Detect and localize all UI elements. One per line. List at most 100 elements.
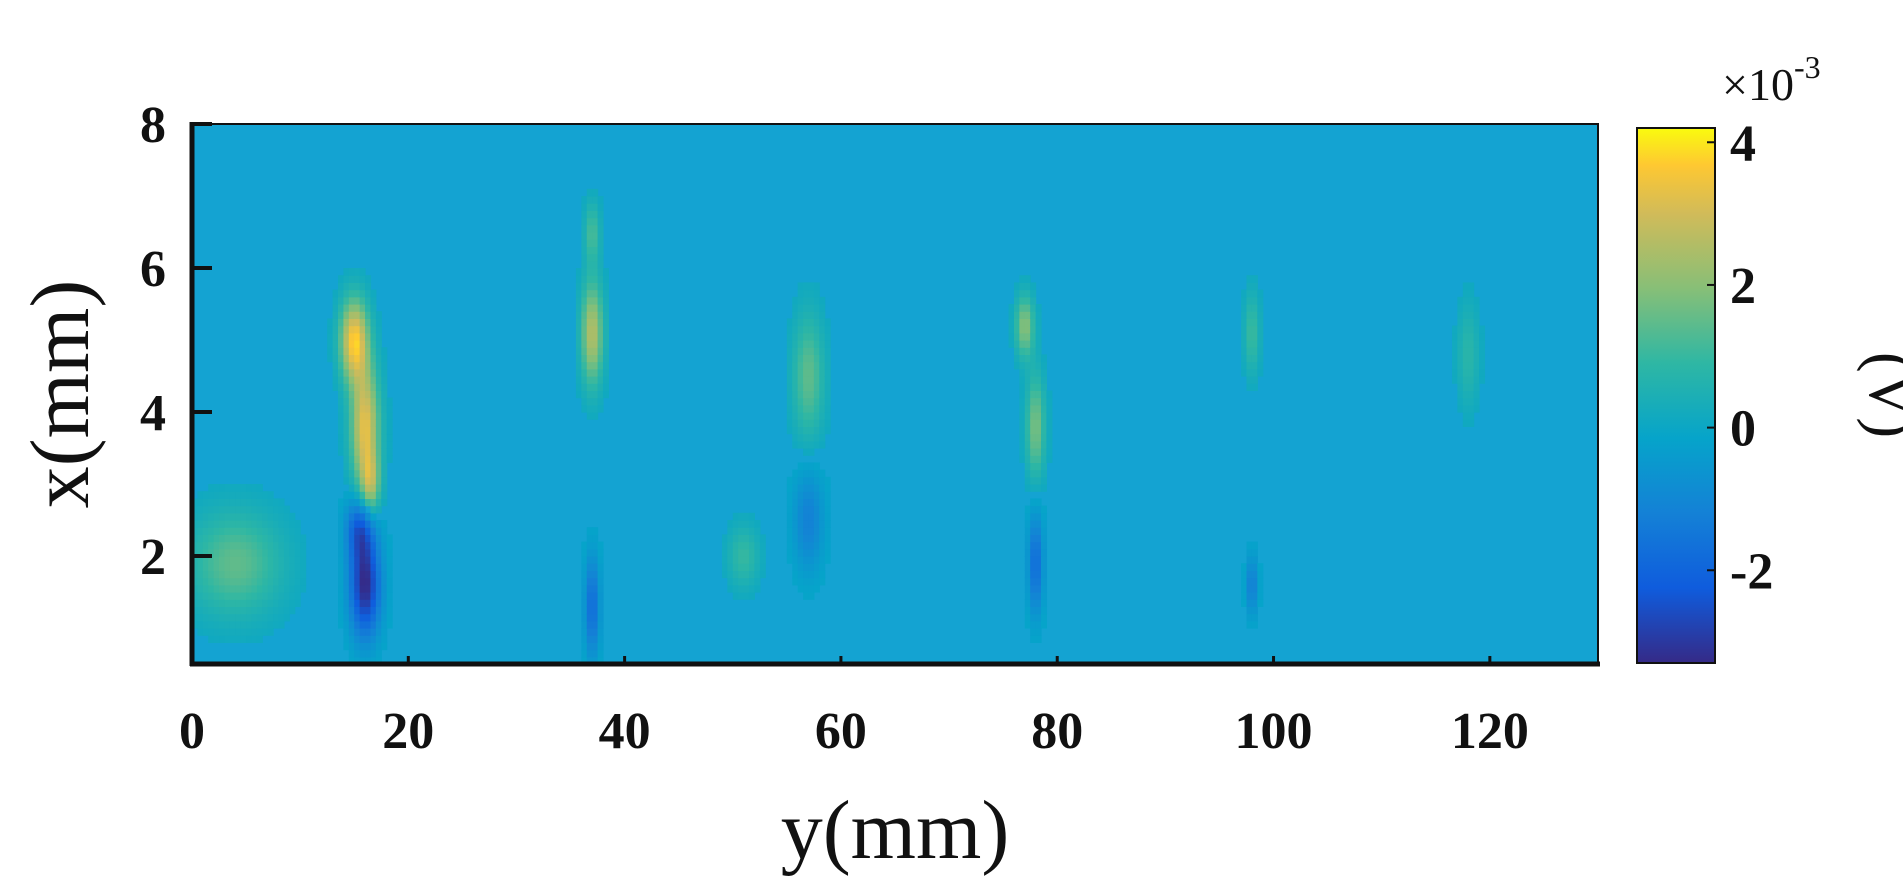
heatmap-cell — [592, 563, 599, 571]
heatmap-cell — [1019, 390, 1026, 399]
heatmap-cell — [1041, 383, 1048, 391]
heatmap-cell — [803, 484, 810, 492]
heatmap-cell — [219, 534, 226, 543]
heatmap-cell — [738, 527, 745, 535]
heatmap-cell — [824, 426, 831, 435]
heatmap-cell — [1479, 325, 1486, 334]
heatmap-cell — [213, 541, 220, 550]
heatmap-cell — [1468, 419, 1475, 427]
heatmap-cell — [743, 584, 750, 593]
heatmap-cell — [343, 412, 350, 420]
heatmap-cell — [1013, 340, 1020, 348]
heatmap-cell — [359, 520, 366, 528]
heatmap-cell — [597, 289, 604, 298]
heatmap-cell — [813, 296, 820, 305]
heatmap-cell — [386, 570, 393, 579]
heatmap-cell — [586, 599, 593, 607]
heatmap-cell — [338, 340, 345, 348]
heatmap-cell — [365, 649, 372, 658]
heatmap-cell — [732, 570, 739, 579]
heatmap-cell — [792, 426, 799, 435]
heatmap-cell — [575, 368, 582, 377]
heatmap-cell — [208, 491, 215, 499]
heatmap-cell — [592, 311, 599, 319]
heatmap-cell — [365, 584, 372, 593]
heatmap-cell — [278, 563, 285, 571]
heatmap-cell — [581, 397, 588, 406]
heatmap-cell — [819, 412, 826, 420]
heatmap-cell — [267, 606, 274, 615]
heatmap-cell — [797, 534, 804, 543]
heatmap-cell — [813, 584, 820, 593]
heatmap-cell — [359, 397, 366, 406]
heatmap-cell — [1473, 296, 1480, 305]
heatmap-cell — [197, 570, 204, 579]
heatmap-cell — [289, 563, 296, 571]
heatmap-cell — [1035, 512, 1042, 521]
heatmap-cell — [229, 563, 236, 571]
heatmap-cell — [1041, 368, 1048, 377]
heatmap-cell — [797, 512, 804, 521]
heatmap-cell — [797, 469, 804, 478]
heatmap-cell — [803, 347, 810, 355]
heatmap-cell — [1013, 325, 1020, 334]
heatmap-cell — [592, 260, 599, 269]
heatmap-cell — [797, 570, 804, 579]
heatmap-cell — [813, 304, 820, 312]
heatmap-cell — [262, 620, 269, 629]
heatmap-cell — [808, 505, 815, 514]
heatmap-cell — [1035, 325, 1042, 334]
heatmap-cell — [1468, 289, 1475, 298]
heatmap-cell — [1257, 296, 1264, 305]
heatmap-cell — [592, 347, 599, 355]
heatmap-cell — [1473, 354, 1480, 363]
heatmap-cell — [813, 462, 820, 471]
heatmap-cell — [256, 548, 263, 557]
heatmap-cell — [289, 599, 296, 607]
heatmap-cell — [808, 563, 815, 571]
heatmap-cell — [229, 484, 236, 492]
heatmap-cell — [240, 498, 247, 507]
heatmap-cell — [375, 548, 382, 557]
heatmap-cell — [359, 577, 366, 586]
heatmap-cell — [602, 282, 609, 291]
heatmap-cell — [808, 584, 815, 593]
heatmap-cell — [343, 304, 350, 312]
heatmap-cell — [240, 520, 247, 528]
heatmap-cell — [343, 469, 350, 478]
heatmap-cell — [202, 628, 209, 636]
heatmap-cell — [1024, 570, 1031, 579]
heatmap-cell — [386, 419, 393, 427]
heatmap-cell — [300, 534, 307, 543]
heatmap-cell — [338, 318, 345, 327]
heatmap-cell — [343, 462, 350, 471]
heatmap-cell — [786, 556, 793, 564]
heatmap-cell — [1019, 419, 1026, 427]
heatmap-cell — [202, 620, 209, 629]
heatmap-cell — [375, 577, 382, 586]
heatmap-cell — [343, 376, 350, 384]
heatmap-cell — [1246, 282, 1253, 291]
heatmap-cell — [251, 498, 258, 507]
heatmap-cell — [213, 548, 220, 557]
heatmap-cell — [792, 563, 799, 571]
heatmap-cell — [375, 491, 382, 499]
heatmap-cell — [289, 541, 296, 550]
heatmap-cell — [365, 455, 372, 463]
heatmap-cell — [602, 311, 609, 319]
heatmap-cell — [1041, 548, 1048, 557]
heatmap-cell — [581, 347, 588, 355]
heatmap-cell — [1041, 419, 1048, 427]
heatmap-cell — [348, 340, 355, 348]
heatmap-cell — [370, 484, 377, 492]
heatmap-cell — [1019, 376, 1026, 384]
x-tick-label: 40 — [599, 703, 651, 760]
heatmap-cell — [224, 599, 231, 607]
heatmap-cell — [246, 534, 253, 543]
heatmap-cell — [597, 304, 604, 312]
heatmap-cell — [1030, 332, 1037, 341]
heatmap-cell — [338, 275, 345, 283]
heatmap-cell — [813, 469, 820, 478]
heatmap-cell — [754, 556, 761, 564]
heatmap-cell — [575, 268, 582, 276]
